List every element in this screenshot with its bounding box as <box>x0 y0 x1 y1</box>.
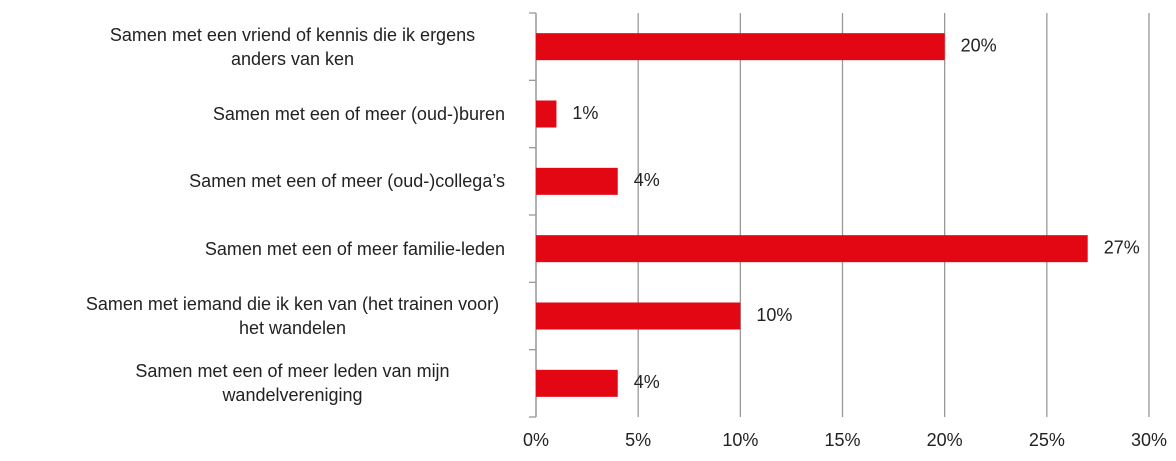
category-label: Samen met een of meer familie-leden <box>204 238 505 259</box>
bar <box>536 100 557 128</box>
x-tick-label: 25% <box>1029 430 1065 450</box>
x-tick-label: 30% <box>1131 430 1167 450</box>
bar <box>536 302 741 330</box>
x-tick-label: 10% <box>722 430 758 450</box>
bar <box>536 33 945 61</box>
bar <box>536 235 1088 263</box>
value-label: 1% <box>572 103 598 123</box>
value-label: 4% <box>634 372 660 392</box>
category-label: Samen met een of meer (oud-)buren <box>212 104 505 124</box>
value-label: 10% <box>756 305 792 325</box>
category-label: Samen met een vriend of kennis die ik er… <box>109 24 476 69</box>
value-label: 20% <box>961 35 997 55</box>
value-label: 27% <box>1104 237 1140 257</box>
x-tick-label: 0% <box>523 430 549 450</box>
bar <box>536 167 618 195</box>
bar <box>536 369 618 397</box>
x-tick-label: 20% <box>927 430 963 450</box>
category-label: Samen met een of meer leden van mijn wan… <box>135 361 450 406</box>
category-label: Samen met iemand die ik ken van (het tra… <box>85 294 500 338</box>
value-label: 4% <box>634 170 660 190</box>
x-tick-label: 15% <box>824 430 860 450</box>
x-tick-label: 5% <box>625 430 651 450</box>
category-label: Samen met een of meer (oud-)collega’s <box>189 171 505 192</box>
